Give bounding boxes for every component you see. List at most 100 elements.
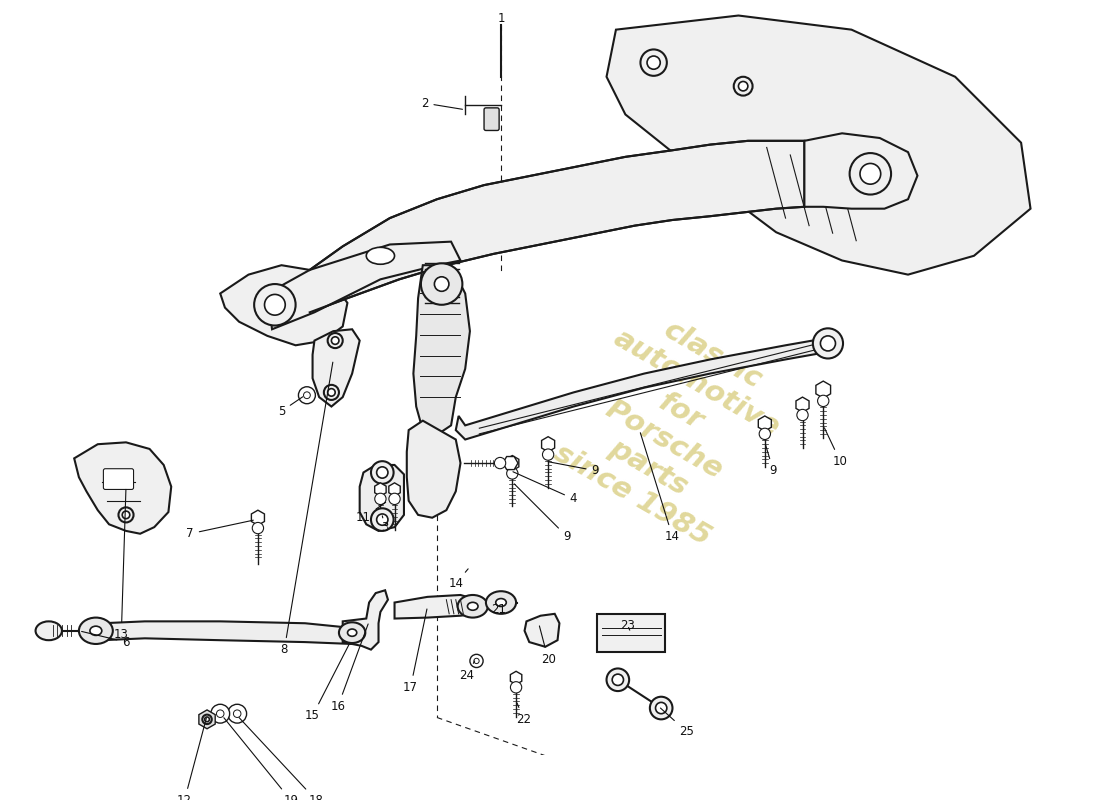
Text: 16: 16	[330, 624, 369, 713]
Circle shape	[437, 771, 441, 777]
Circle shape	[470, 654, 483, 667]
Text: classic
automotive
for
Porsche
parts
since 1985: classic automotive for Porsche parts sin…	[543, 296, 801, 554]
Text: 21: 21	[491, 602, 506, 616]
Circle shape	[331, 337, 339, 344]
Circle shape	[328, 389, 336, 396]
Circle shape	[375, 494, 386, 505]
Circle shape	[432, 767, 446, 781]
Polygon shape	[503, 457, 518, 470]
Circle shape	[376, 514, 388, 526]
Ellipse shape	[348, 629, 356, 636]
Polygon shape	[388, 483, 400, 496]
Text: 3: 3	[382, 516, 388, 534]
Polygon shape	[375, 483, 386, 496]
Circle shape	[650, 697, 672, 719]
FancyBboxPatch shape	[484, 108, 499, 130]
Text: 14: 14	[640, 433, 680, 543]
Polygon shape	[816, 381, 831, 398]
Polygon shape	[758, 416, 771, 431]
Circle shape	[759, 428, 770, 439]
Circle shape	[656, 702, 667, 714]
Ellipse shape	[79, 618, 113, 644]
Ellipse shape	[35, 622, 62, 640]
Text: 12: 12	[177, 718, 207, 800]
Text: 7: 7	[186, 520, 253, 540]
Polygon shape	[310, 141, 804, 312]
Ellipse shape	[458, 595, 487, 618]
Circle shape	[119, 507, 133, 522]
Text: 9: 9	[548, 462, 600, 477]
Circle shape	[298, 386, 316, 404]
Polygon shape	[606, 15, 1031, 274]
Circle shape	[849, 153, 891, 194]
Circle shape	[613, 674, 624, 686]
Text: 19: 19	[224, 718, 298, 800]
Polygon shape	[407, 421, 461, 518]
Polygon shape	[506, 455, 519, 470]
Circle shape	[494, 458, 506, 469]
Text: 9: 9	[515, 484, 571, 543]
Polygon shape	[220, 266, 348, 346]
Polygon shape	[74, 442, 172, 534]
Text: 6: 6	[81, 631, 130, 649]
Circle shape	[860, 163, 881, 184]
Ellipse shape	[496, 598, 506, 606]
Circle shape	[228, 704, 246, 723]
Circle shape	[734, 77, 752, 96]
Circle shape	[323, 385, 339, 400]
Text: 5: 5	[278, 397, 303, 418]
Circle shape	[217, 710, 224, 718]
Polygon shape	[312, 330, 360, 406]
Text: 15: 15	[305, 645, 349, 722]
Circle shape	[376, 467, 388, 478]
Circle shape	[371, 461, 394, 484]
FancyBboxPatch shape	[103, 469, 133, 490]
Ellipse shape	[90, 626, 102, 635]
Polygon shape	[395, 595, 476, 618]
FancyBboxPatch shape	[597, 614, 664, 651]
Circle shape	[510, 682, 521, 693]
Circle shape	[122, 511, 130, 518]
Circle shape	[647, 56, 660, 70]
Polygon shape	[267, 242, 461, 330]
Circle shape	[821, 336, 836, 351]
Circle shape	[606, 669, 629, 691]
Polygon shape	[510, 671, 521, 685]
Text: 10: 10	[824, 428, 848, 468]
Circle shape	[233, 710, 241, 718]
Ellipse shape	[339, 622, 365, 643]
Circle shape	[813, 328, 843, 358]
Circle shape	[205, 717, 209, 722]
Circle shape	[542, 449, 553, 460]
Ellipse shape	[486, 591, 516, 614]
Ellipse shape	[468, 602, 478, 610]
Polygon shape	[804, 134, 917, 209]
Text: 13: 13	[114, 490, 129, 641]
Circle shape	[264, 294, 285, 315]
Ellipse shape	[421, 263, 462, 305]
Polygon shape	[455, 338, 828, 439]
Polygon shape	[541, 437, 554, 452]
Circle shape	[252, 522, 264, 534]
Ellipse shape	[366, 247, 395, 264]
Circle shape	[211, 704, 230, 723]
Circle shape	[254, 284, 296, 326]
Circle shape	[389, 494, 400, 505]
Polygon shape	[796, 397, 808, 412]
Text: 8: 8	[280, 362, 333, 656]
Polygon shape	[87, 622, 363, 644]
Text: 25: 25	[660, 708, 694, 738]
Polygon shape	[343, 590, 388, 650]
Circle shape	[304, 392, 310, 398]
Circle shape	[474, 658, 480, 663]
Circle shape	[738, 82, 748, 91]
Text: 4: 4	[513, 472, 578, 506]
Polygon shape	[252, 510, 264, 526]
Polygon shape	[414, 266, 470, 435]
Text: 17: 17	[403, 609, 427, 694]
Polygon shape	[360, 465, 404, 531]
Text: 9: 9	[766, 445, 777, 477]
Text: 11: 11	[356, 502, 386, 524]
Circle shape	[817, 395, 829, 406]
Ellipse shape	[434, 277, 449, 291]
